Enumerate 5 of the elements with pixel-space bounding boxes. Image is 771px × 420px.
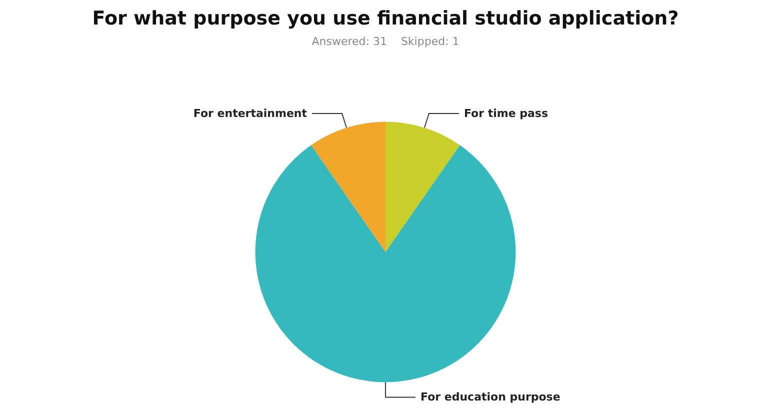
slice-label: For time pass <box>464 106 548 120</box>
slice-label: For entertainment <box>193 106 308 120</box>
chart-title: For what purpose you use financial studio application? <box>92 8 679 30</box>
chart-subtitle: Answered: 31 Skipped: 1 <box>312 35 460 48</box>
slice-label: For education purpose <box>420 390 560 404</box>
